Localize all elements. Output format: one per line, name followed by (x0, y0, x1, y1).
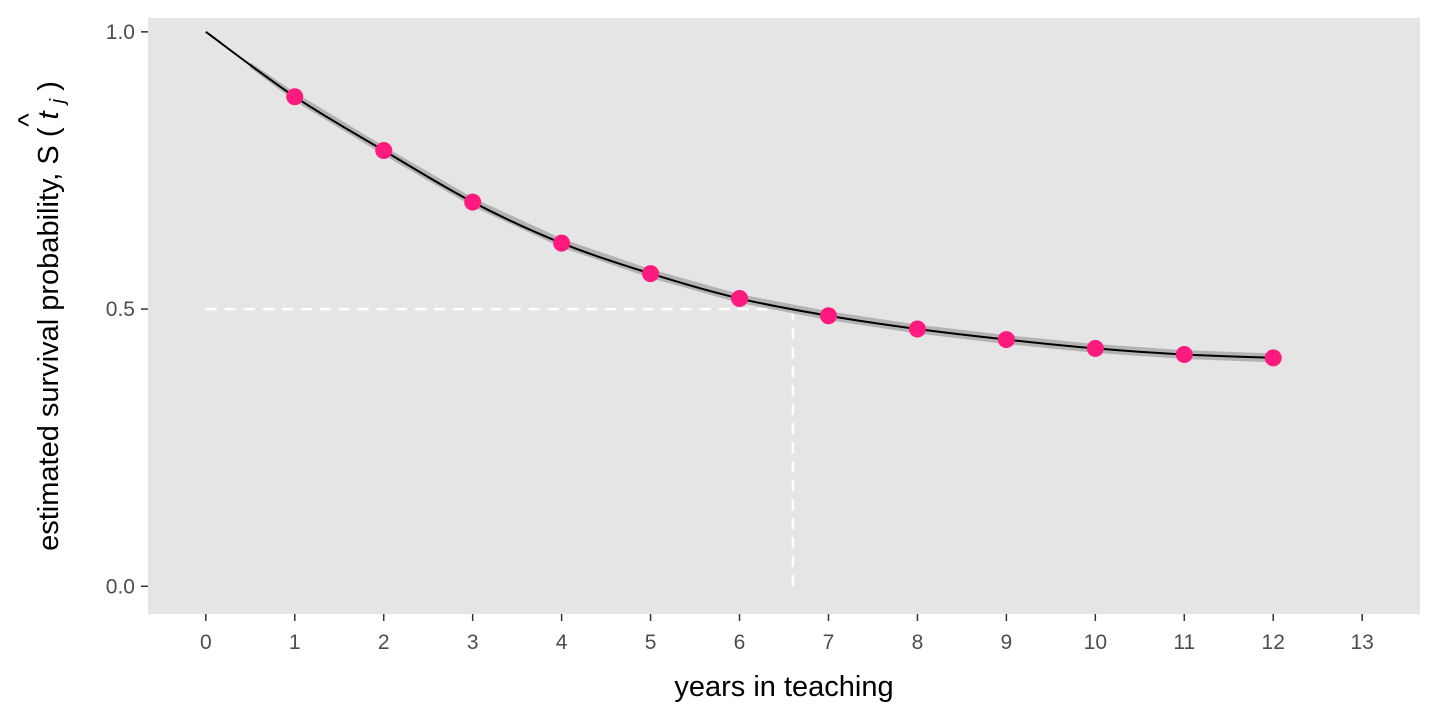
data-point (464, 193, 482, 211)
y-tick-label: 0.0 (106, 575, 135, 598)
y-axis-title: estimated survival probability, S ( t j … (13, 81, 71, 551)
data-point (375, 142, 393, 160)
median-reference-lines (205, 307, 795, 587)
x-axis: 0 1 2 3 4 5 6 7 8 9 10 11 12 13 (200, 614, 1374, 654)
y-axis-title-s: S (33, 145, 65, 164)
x-tick-label: 2 (378, 631, 390, 654)
data-point (553, 234, 571, 252)
x-tick-label: 1 (289, 631, 301, 654)
data-point (731, 290, 749, 308)
x-tick-label: 9 (1001, 631, 1013, 654)
data-points (286, 88, 1282, 367)
confidence-band (250, 62, 1274, 363)
y-axis: 0.0 0.5 1.0 (106, 21, 148, 598)
y-axis-title-subscript: j (47, 98, 69, 106)
y-axis-title-text: estimated survival probability, (33, 173, 65, 551)
data-point (1264, 349, 1282, 367)
data-point (819, 307, 837, 325)
data-point (1086, 339, 1104, 357)
data-point (642, 265, 660, 283)
x-tick-label: 4 (556, 631, 568, 654)
data-point (286, 88, 304, 106)
confidence-band-area (250, 62, 1274, 363)
x-axis-title: years in teaching (674, 671, 893, 703)
x-tick-label: 7 (823, 631, 835, 654)
panel-background (148, 18, 1420, 614)
x-tick-label: 11 (1173, 631, 1195, 654)
svg-text:estimated survival probability: estimated survival probability, S ( t j … (33, 81, 71, 551)
data-point (1175, 346, 1193, 364)
x-tick-label: 8 (912, 631, 924, 654)
x-tick-label: 13 (1351, 631, 1374, 654)
y-axis-title-t: t (33, 109, 65, 119)
x-tick-label: 5 (645, 631, 657, 654)
data-point (997, 331, 1015, 349)
x-tick-label: 12 (1262, 631, 1285, 654)
x-tick-label: 6 (734, 631, 746, 654)
data-point (908, 320, 926, 338)
y-tick-label: 1.0 (106, 21, 135, 44)
y-axis-title-open-paren: ( (33, 127, 65, 137)
x-tick-label: 0 (200, 631, 212, 654)
y-tick-label: 0.5 (106, 298, 135, 321)
y-axis-title-hat: ^ (13, 113, 45, 127)
x-tick-label: 10 (1084, 631, 1107, 654)
y-axis-title-close-paren: ) (33, 81, 65, 91)
x-tick-label: 3 (467, 631, 479, 654)
